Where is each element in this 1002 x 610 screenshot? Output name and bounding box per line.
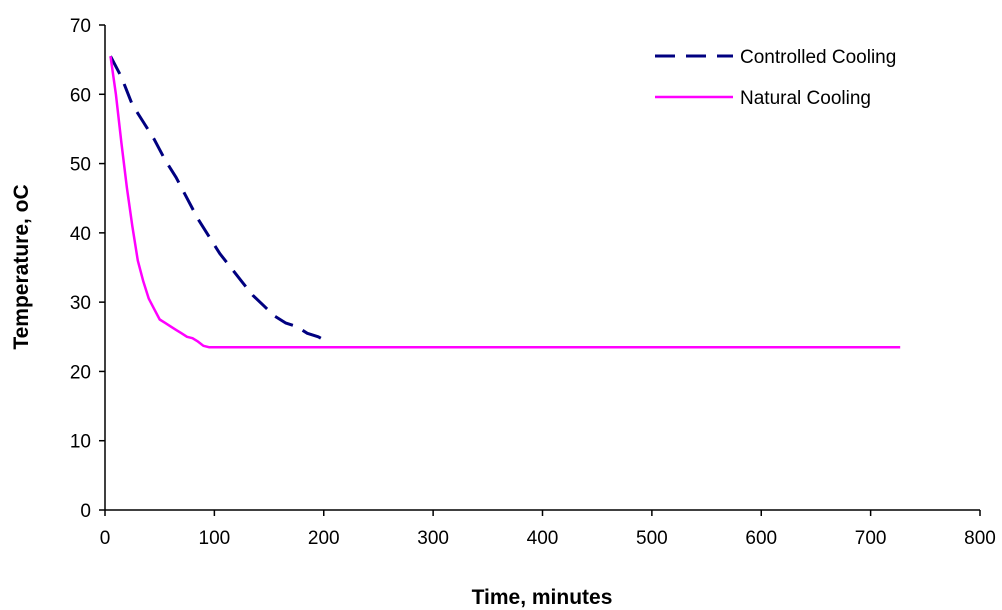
y-tick-label: 50	[70, 155, 91, 176]
x-tick-label: 600	[745, 528, 777, 549]
y-tick-label: 40	[70, 224, 91, 245]
x-axis-title: Time, minutes	[472, 586, 613, 609]
series-line-controlled-cooling	[109, 55, 328, 343]
x-tick-label: 300	[417, 528, 449, 549]
y-tick-label: 30	[70, 293, 91, 314]
legend: Controlled Cooling Natural Cooling	[655, 47, 896, 109]
y-axis-title: Temperature, oC	[10, 184, 33, 349]
x-tick-label: 0	[100, 528, 111, 549]
y-tick-label: 20	[70, 362, 91, 383]
legend-label-controlled-cooling: Controlled Cooling	[740, 47, 896, 68]
y-tick-label: 0	[80, 501, 91, 522]
x-ticks: 0 100 200 300 400 500 600 700 800	[100, 510, 996, 549]
x-tick-label: 200	[308, 528, 340, 549]
y-tick-label: 70	[70, 16, 91, 37]
x-tick-label: 800	[964, 528, 996, 549]
x-tick-label: 700	[855, 528, 887, 549]
series-line-natural-cooling	[109, 56, 901, 349]
x-tick-label: 500	[636, 528, 668, 549]
y-tick-label: 60	[70, 85, 91, 106]
x-tick-label: 400	[527, 528, 559, 549]
x-tick-label: 100	[199, 528, 231, 549]
legend-label-natural-cooling: Natural Cooling	[740, 88, 871, 109]
series-layer	[109, 55, 901, 349]
y-tick-label: 10	[70, 432, 91, 453]
y-ticks: 0 10 20 30 40 50 60 70	[70, 16, 105, 522]
